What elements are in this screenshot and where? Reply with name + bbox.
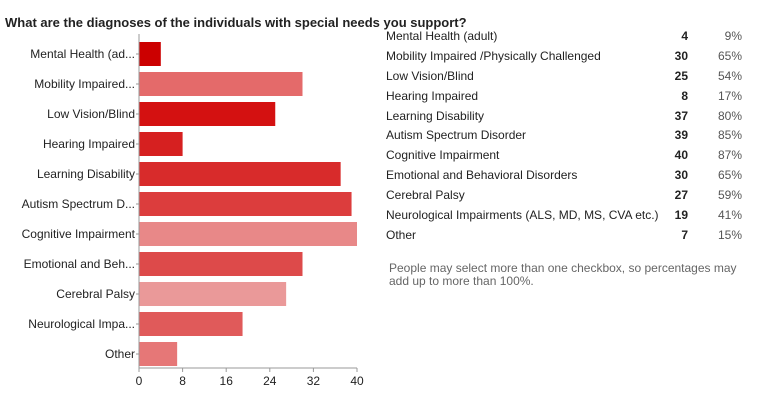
bar bbox=[139, 342, 178, 366]
table-row: Other 7 15% bbox=[386, 226, 748, 246]
category-label: Cerebral Palsy bbox=[386, 188, 465, 203]
table-row: Learning Disability 37 80% bbox=[386, 107, 748, 127]
table-row: Mobility Impaired /Physically Challenged… bbox=[386, 47, 748, 67]
category-label: Emotional and Behavioral Disorders bbox=[386, 168, 578, 183]
count-value: 30 bbox=[674, 48, 688, 63]
bar bbox=[139, 132, 183, 156]
table-row: Cerebral Palsy 27 59% bbox=[386, 186, 748, 206]
x-tick-label: 32 bbox=[307, 374, 321, 388]
y-tick-label: Emotional and Beh... bbox=[24, 257, 135, 271]
bar bbox=[139, 312, 243, 336]
bar bbox=[139, 222, 357, 246]
y-tick-label: Mobility Impaired... bbox=[34, 77, 135, 91]
table-row: Autism Spectrum Disorder 39 85% bbox=[386, 126, 748, 146]
percent-value: 54% bbox=[717, 68, 742, 83]
bar bbox=[139, 282, 287, 306]
x-tick-label: 0 bbox=[136, 374, 143, 388]
y-tick-label: Cognitive Impairment bbox=[22, 227, 136, 241]
bar bbox=[139, 102, 276, 126]
table-row: Low Vision/Blind 25 54% bbox=[386, 67, 748, 87]
y-tick-label: Cerebral Palsy bbox=[56, 287, 135, 301]
percent-value: 59% bbox=[717, 188, 742, 203]
percent-value: 80% bbox=[717, 108, 742, 123]
percent-value: 9% bbox=[724, 29, 742, 43]
y-tick-label: Neurological Impa... bbox=[28, 317, 135, 331]
percent-value: 85% bbox=[717, 128, 742, 143]
bar bbox=[139, 192, 352, 216]
table-row: Hearing Impaired 8 17% bbox=[386, 87, 748, 107]
percent-value: 17% bbox=[717, 88, 742, 103]
y-tick-label: Mental Health (ad... bbox=[30, 47, 135, 61]
count-value: 39 bbox=[674, 128, 688, 143]
percent-value: 87% bbox=[717, 148, 742, 163]
table-row: Neurological Impairments (ALS, MD, MS, C… bbox=[386, 206, 748, 226]
y-tick-label: Autism Spectrum D... bbox=[22, 197, 135, 211]
x-tick-label: 16 bbox=[220, 374, 234, 388]
category-label: Cognitive Impairment bbox=[386, 148, 500, 163]
table-row: Mental Health (adult) 4 9% bbox=[386, 27, 748, 47]
y-tick-label: Low Vision/Blind bbox=[47, 107, 135, 121]
chart-title: What are the diagnoses of the individual… bbox=[5, 15, 467, 30]
count-value: 7 bbox=[681, 227, 688, 242]
count-value: 25 bbox=[674, 68, 688, 83]
bar bbox=[139, 72, 303, 96]
percent-value: 65% bbox=[717, 168, 742, 183]
bar bbox=[139, 42, 161, 66]
x-tick-label: 40 bbox=[350, 374, 364, 388]
percent-value: 41% bbox=[717, 208, 742, 223]
y-tick-label: Other bbox=[105, 347, 135, 361]
bar bbox=[139, 162, 341, 186]
category-label: Neurological Impairments (ALS, MD, MS, C… bbox=[386, 208, 659, 223]
percent-value: 15% bbox=[717, 227, 742, 242]
y-tick-label: Hearing Impaired bbox=[43, 137, 135, 151]
category-label: Mental Health (adult) bbox=[386, 29, 498, 43]
percent-value: 65% bbox=[717, 48, 742, 63]
table-row: Emotional and Behavioral Disorders 30 65% bbox=[386, 166, 748, 186]
category-label: Autism Spectrum Disorder bbox=[386, 128, 527, 143]
x-tick-label: 8 bbox=[179, 374, 186, 388]
x-tick-label: 24 bbox=[263, 374, 277, 388]
count-value: 30 bbox=[674, 168, 688, 183]
category-label: Other bbox=[386, 227, 417, 242]
category-label: Low Vision/Blind bbox=[386, 68, 474, 83]
count-value: 19 bbox=[674, 208, 688, 223]
footnote: People may select more than one checkbox… bbox=[389, 261, 737, 288]
count-value: 37 bbox=[674, 108, 688, 123]
summary-table: Mental Health (adult) 4 9% Mobility Impaire… bbox=[386, 27, 748, 246]
category-label: Hearing Impaired bbox=[386, 88, 479, 103]
count-value: 4 bbox=[681, 29, 688, 43]
table-row: Cognitive Impairment 40 87% bbox=[386, 146, 748, 166]
count-value: 27 bbox=[674, 188, 688, 203]
count-value: 40 bbox=[674, 148, 688, 163]
y-tick-label: Learning Disability bbox=[37, 167, 135, 181]
category-label: Mobility Impaired /Physically Challenged bbox=[386, 48, 601, 63]
bar bbox=[139, 252, 303, 276]
bar-chart: Mental Health (ad... Mobility Impaired...… bbox=[22, 34, 364, 388]
category-label: Learning Disability bbox=[386, 108, 485, 123]
count-value: 8 bbox=[681, 88, 688, 103]
